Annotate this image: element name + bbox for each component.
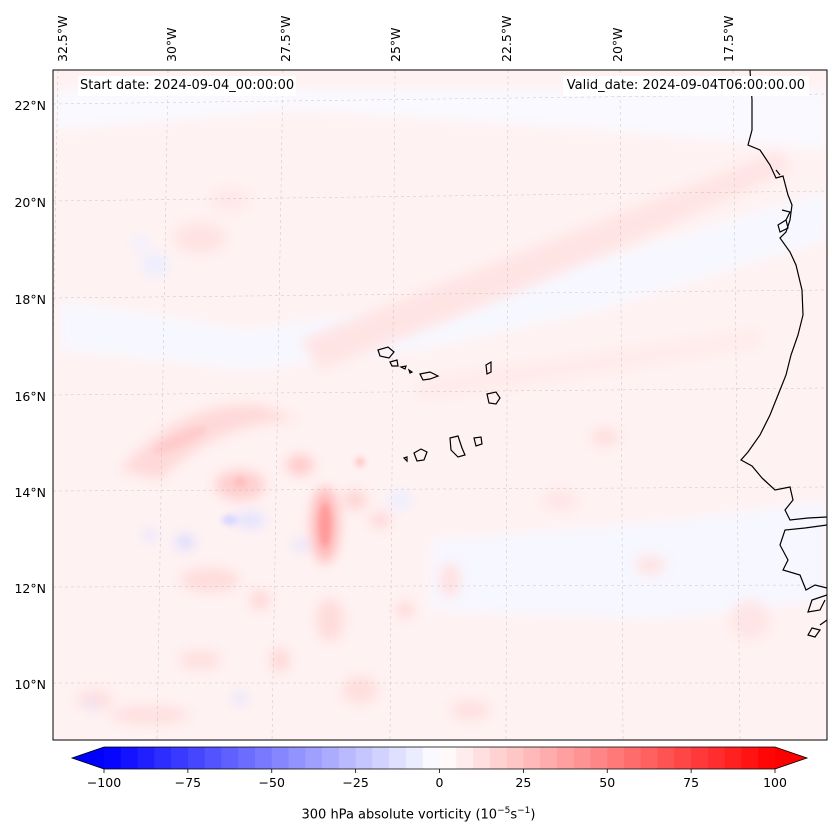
colorbar-cell [187, 747, 206, 769]
lon-label: 30°W [164, 27, 179, 62]
colorbar-tick-label: 50 [599, 775, 615, 790]
map-frame [52, 69, 828, 741]
colorbar-cell [271, 747, 290, 769]
colorbar-cell [305, 747, 323, 769]
colorbar-cell [573, 747, 592, 769]
colorbar-min-extend [72, 747, 104, 769]
colorbar-cell [674, 747, 692, 769]
colorbar-cell [758, 747, 776, 769]
colorbar-cell [422, 747, 441, 769]
colorbar-cell [707, 747, 726, 769]
colorbar-title: 300 hPa absolute vorticity (10−5s−1) [0, 806, 837, 822]
colorbar-tick-label: −100 [87, 775, 121, 790]
colorbar-cell [741, 747, 759, 769]
vorticity-field [53, 70, 827, 740]
colorbar-tick-label: 0 [436, 775, 444, 790]
lon-label: 27.5°W [278, 16, 293, 62]
colorbar-cell [372, 747, 390, 769]
lon-label: 17.5°W [721, 16, 736, 62]
colorbar-cell [724, 747, 743, 769]
colorbar-cells [104, 747, 776, 769]
colorbar-cell [473, 747, 491, 769]
colorbar-cell [104, 747, 122, 769]
colorbar-cell [523, 747, 541, 769]
colorbar-cell [489, 747, 508, 769]
colorbar-cell [154, 747, 172, 769]
lon-label: 20°W [610, 27, 625, 62]
latitude-labels: 22°N 20°N 18°N 16°N 14°N 12°N 10°N [14, 98, 46, 692]
colorbar-title-exp1: −5 [497, 806, 511, 816]
colorbar-cell [439, 747, 457, 769]
colorbar-cell [355, 747, 374, 769]
lon-label: 22.5°W [499, 16, 514, 62]
colorbar-cell [171, 747, 189, 769]
lat-label: 18°N [14, 292, 46, 307]
colorbar-tick-label: 100 [763, 775, 787, 790]
colorbar-cell [221, 747, 239, 769]
colorbar-cell [238, 747, 256, 769]
lat-label: 12°N [14, 581, 46, 596]
colorbar-title-exp2: −1 [517, 806, 531, 816]
colorbar-cell [640, 747, 659, 769]
start-date-label: Start date: 2024-09-04_00:00:00 [78, 76, 297, 96]
cabo-verde-islands [377, 346, 501, 463]
colorbar-tick-label: 75 [683, 775, 699, 790]
colorbar-cell [120, 747, 139, 769]
longitude-labels: 32.5°W 30°W 27.5°W 25°W 22.5°W 20°W 17.5… [55, 16, 736, 62]
lat-label: 22°N [14, 98, 46, 113]
colorbar-cell [506, 747, 524, 769]
colorbar-cell [456, 747, 474, 769]
colorbar-cell [204, 747, 223, 769]
colorbar-tick-label: −25 [342, 775, 368, 790]
colorbar-ticks: −100 −75 −50 −25 0 25 50 75 100 [87, 769, 787, 790]
lat-label: 16°N [14, 389, 46, 404]
colorbar-max-extend [775, 747, 807, 769]
colorbar-cell [691, 747, 709, 769]
colorbar-title-mid: s [510, 807, 518, 823]
colorbar-cell [405, 747, 424, 769]
colorbar-cell [322, 747, 340, 769]
colorbar-cell [338, 747, 357, 769]
colorbar-tick-label: −50 [259, 775, 285, 790]
lon-label: 25°W [388, 27, 403, 62]
colorbar-cell [254, 747, 273, 769]
colorbar-tick-label: 25 [515, 775, 531, 790]
valid-date-label: Valid_date: 2024-09-04T06:00:00.00 [562, 76, 809, 96]
colorbar-cell [657, 747, 675, 769]
colorbar-cell [137, 747, 155, 769]
colorbar-cell [556, 747, 575, 769]
colorbar-cell [389, 747, 407, 769]
lat-label: 10°N [14, 677, 46, 692]
colorbar-cell [590, 747, 608, 769]
colorbar-tick-label: −75 [175, 775, 201, 790]
colorbar-cell [607, 747, 625, 769]
lat-label: 14°N [14, 485, 46, 500]
colorbar-cell [540, 747, 558, 769]
lat-label: 20°N [14, 195, 46, 210]
colorbar-title-prefix: 300 hPa absolute vorticity (10 [301, 807, 498, 823]
colorbar-title-suffix: ) [530, 807, 536, 823]
coastline [740, 70, 827, 638]
lon-label: 32.5°W [55, 16, 70, 62]
colorbar-cell [624, 747, 642, 769]
graticule [53, 70, 827, 740]
colorbar: −100 −75 −50 −25 0 25 50 75 100 [70, 746, 809, 790]
colorbar-cell [288, 747, 306, 769]
